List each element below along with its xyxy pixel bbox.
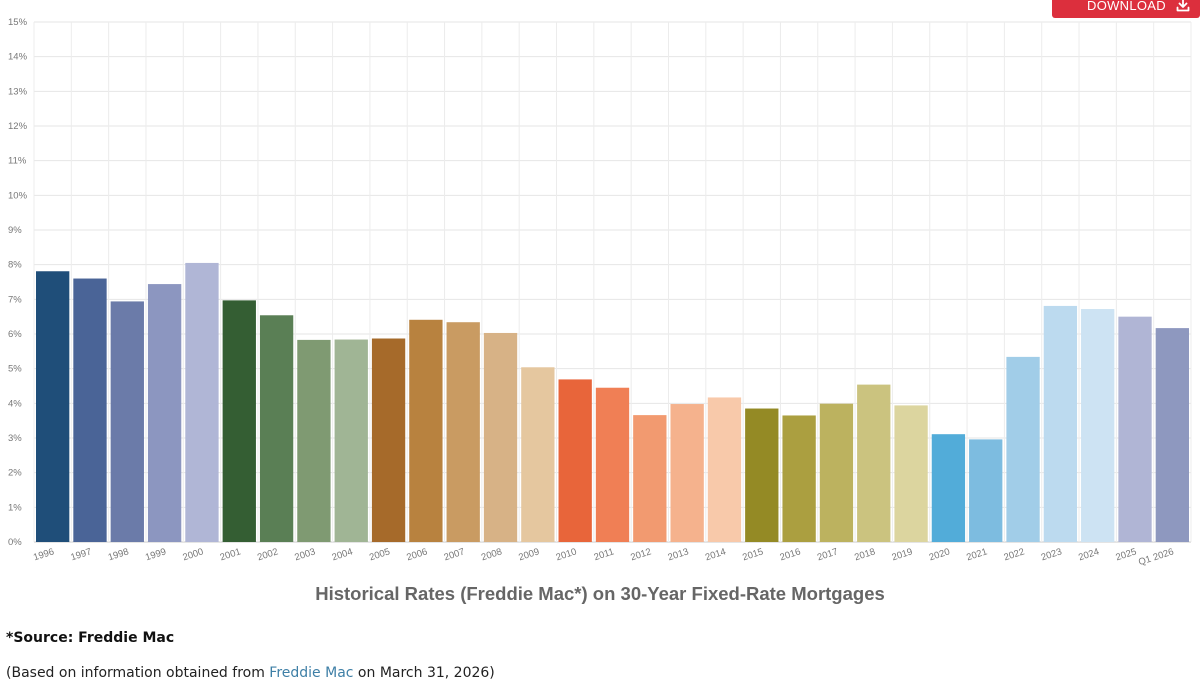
y-tick-label: 7%	[8, 294, 22, 305]
y-tick-label: 8%	[8, 260, 22, 271]
x-tick-label: 2024	[1077, 546, 1101, 563]
freddie-mac-link[interactable]: Freddie Mac	[269, 665, 354, 681]
bar-2001[interactable]	[222, 300, 256, 542]
x-tick-label: 2004	[331, 546, 355, 563]
y-tick-label: 3%	[8, 433, 22, 444]
bar-1997[interactable]	[73, 278, 107, 542]
y-tick-label: 2%	[8, 468, 22, 479]
y-tick-label: 15%	[8, 17, 28, 28]
x-tick-label: 2016	[779, 546, 803, 563]
bar-2017[interactable]	[819, 403, 854, 542]
bar-2004[interactable]	[334, 339, 368, 542]
bar-2023[interactable]	[1043, 305, 1078, 542]
x-tick-label: 2020	[928, 546, 952, 563]
bar-2022[interactable]	[1006, 356, 1040, 542]
bar-2007[interactable]	[446, 322, 480, 542]
x-tick-label: 2010	[555, 546, 579, 563]
x-tick-label: 2017	[816, 546, 840, 563]
bar-2020[interactable]	[931, 434, 966, 542]
bar-2018[interactable]	[857, 384, 891, 542]
y-tick-label: 9%	[8, 225, 22, 236]
x-tick-label: 1998	[107, 546, 131, 563]
bar-2021[interactable]	[969, 439, 1003, 542]
y-tick-label: 5%	[8, 364, 22, 375]
x-tick-label: 2007	[443, 546, 467, 563]
x-tick-label: 2001	[219, 546, 243, 563]
bar-2010[interactable]	[558, 379, 592, 542]
bar-2003[interactable]	[297, 339, 331, 542]
x-tick-label: 2011	[593, 546, 616, 563]
chart-title: Historical Rates (Freddie Mac*) on 30-Ye…	[315, 583, 885, 604]
bar-2015[interactable]	[745, 408, 779, 542]
bar-2012[interactable]	[633, 415, 667, 542]
x-tick-label: 2018	[853, 546, 877, 563]
bar-1998[interactable]	[110, 301, 144, 542]
bar-chart: 0% 1% 2% 3% 4% 5% 6% 7% 8% 9% 10% 11% 12% 13% 14% 15% 1…	[8, 17, 1192, 568]
y-tick-label: 12%	[8, 121, 28, 132]
download-button[interactable]: DOWNLOAD	[1052, 0, 1200, 18]
bar-2006[interactable]	[409, 319, 443, 542]
bars	[36, 262, 1189, 542]
y-axis-ticks: 0% 1% 2% 3% 4% 5% 6% 7% 8% 9% 10% 11% 12% 13% 14% 15%	[8, 17, 28, 548]
y-tick-label: 13%	[8, 86, 28, 97]
bar-1996[interactable]	[36, 271, 70, 542]
bar-2002[interactable]	[259, 315, 294, 542]
download-icon	[1176, 0, 1190, 12]
download-label: DOWNLOAD	[1087, 0, 1166, 13]
x-tick-label: 2000	[181, 546, 205, 563]
source-note: *Source: Freddie Mac	[6, 630, 175, 646]
x-axis-ticks: 1996 1997 1998 1999 2000 2001 2002 2003 2004 2005…	[32, 546, 1175, 568]
bar-2024[interactable]	[1081, 309, 1115, 542]
x-tick-label: 2008	[480, 546, 504, 563]
bar-2011[interactable]	[595, 387, 630, 542]
x-tick-label: 2023	[1040, 546, 1064, 563]
x-tick-label: 2005	[368, 546, 392, 563]
x-tick-label: 2025	[1114, 546, 1138, 563]
x-tick-label: 2003	[293, 546, 317, 563]
bar-q1-2026[interactable]	[1155, 328, 1189, 542]
y-tick-label: 4%	[8, 398, 22, 409]
y-tick-label: 10%	[8, 190, 28, 201]
y-tick-label: 0%	[8, 537, 22, 548]
x-tick-label: 2022	[1002, 546, 1026, 563]
x-tick-label: 2002	[256, 546, 280, 563]
bar-2025[interactable]	[1118, 316, 1152, 542]
bar-2014[interactable]	[707, 397, 742, 542]
x-tick-label: 2014	[704, 546, 728, 563]
x-tick-label: 1999	[144, 546, 168, 563]
bar-2008[interactable]	[483, 332, 518, 542]
based-prefix: (Based on information obtained from	[6, 665, 270, 681]
x-tick-label: 2015	[741, 546, 765, 563]
based-on-note: (Based on information obtained from Fred…	[6, 665, 495, 681]
bar-2000[interactable]	[185, 262, 219, 542]
x-tick-label: 1996	[32, 546, 56, 563]
y-tick-label: 11%	[8, 156, 27, 167]
bar-2005[interactable]	[371, 338, 406, 542]
bar-2013[interactable]	[670, 404, 704, 542]
y-tick-label: 6%	[8, 329, 22, 340]
x-tick-label: 2006	[405, 546, 429, 563]
bar-1999[interactable]	[147, 284, 182, 542]
x-tick-label: 1997	[69, 546, 93, 563]
bar-2019[interactable]	[894, 405, 928, 542]
x-tick-label: 2019	[891, 546, 915, 563]
bar-2016[interactable]	[782, 415, 816, 542]
y-tick-label: 14%	[8, 52, 28, 63]
x-tick-label: 2013	[667, 546, 691, 563]
bar-2009[interactable]	[521, 367, 555, 542]
x-tick-label: 2009	[517, 546, 541, 563]
x-tick-label: 2012	[629, 546, 653, 563]
y-tick-label: 1%	[8, 502, 22, 513]
x-tick-label: 2021	[965, 546, 989, 563]
x-tick-label: Q1 2026	[1137, 546, 1175, 568]
based-suffix: on March 31, 2026)	[353, 665, 495, 681]
